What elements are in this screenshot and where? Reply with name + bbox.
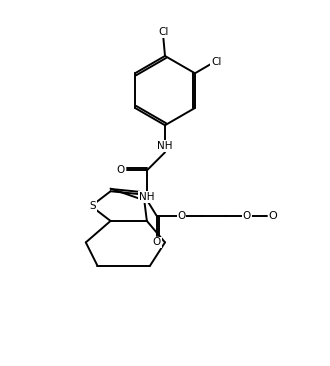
Text: O: O bbox=[178, 211, 185, 221]
Text: S: S bbox=[89, 201, 96, 211]
Text: NH: NH bbox=[139, 192, 154, 202]
Text: O: O bbox=[269, 211, 278, 221]
Text: NH: NH bbox=[157, 141, 173, 151]
Text: O: O bbox=[117, 165, 125, 175]
Text: Cl: Cl bbox=[158, 27, 169, 37]
Text: O: O bbox=[243, 211, 251, 221]
Text: O: O bbox=[152, 238, 161, 247]
Text: Cl: Cl bbox=[211, 57, 222, 67]
